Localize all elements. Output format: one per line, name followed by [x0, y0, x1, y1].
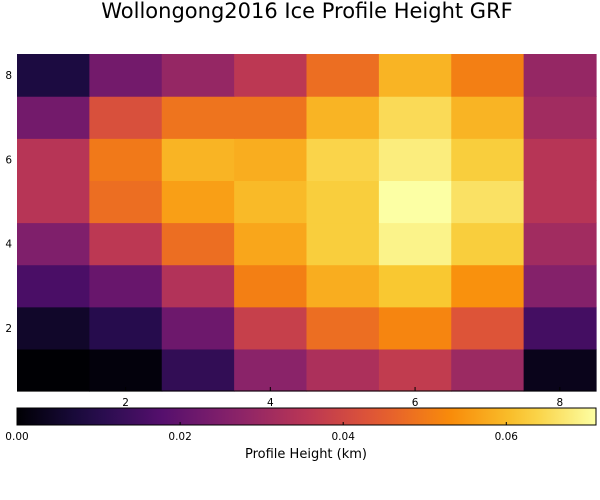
y-tick-label: 8	[5, 70, 12, 82]
colorbar-tick-label: 0.00	[5, 431, 28, 443]
heatmap-cell	[306, 54, 380, 97]
heatmap-cell	[451, 138, 525, 181]
heatmap-cell	[161, 96, 235, 139]
heatmap-cell	[161, 264, 235, 308]
heatmap-cell	[523, 138, 597, 181]
heatmap-cell	[523, 222, 597, 266]
heatmap-cell	[234, 180, 308, 224]
heatmap-cell	[523, 180, 597, 224]
heatmap-cell	[378, 96, 452, 139]
heatmap-cell	[234, 96, 308, 139]
y-axis-ticks: 2 4 6 8	[5, 70, 12, 335]
heatmap-cell	[161, 138, 235, 181]
heatmap-cell	[523, 96, 597, 139]
heatmap-cell	[306, 138, 380, 181]
heatmap-cell	[89, 54, 163, 97]
heatmap-cell	[161, 348, 235, 392]
x-tick-label: 6	[412, 397, 419, 409]
x-axis-ticks: 2 4 6 8	[122, 387, 563, 409]
heatmap-cell	[378, 54, 452, 97]
heatmap-cells	[17, 54, 597, 392]
heatmap-cell	[17, 348, 90, 392]
chart-title: Wollongong2016 Ice Profile Height GRF	[101, 0, 513, 23]
heatmap-cell	[523, 264, 597, 308]
y-tick-label: 4	[5, 239, 12, 251]
heatmap-cell	[378, 348, 452, 392]
heatmap-cell	[306, 222, 380, 266]
heatmap-cell	[451, 264, 525, 308]
heatmap-cell	[306, 96, 380, 139]
heatmap-cell	[306, 180, 380, 224]
heatmap-cell	[378, 180, 452, 224]
colorbar-tick-label: 0.06	[495, 431, 519, 443]
heatmap-cell	[161, 306, 235, 350]
heatmap-cell	[306, 348, 380, 392]
heatmap-cell	[451, 54, 525, 97]
heatmap-cell	[161, 54, 235, 97]
heatmap-cell	[523, 348, 597, 392]
heatmap-cell	[89, 180, 163, 224]
heatmap-cell	[451, 180, 525, 224]
heatmap-cell	[89, 96, 163, 139]
heatmap-cell	[89, 348, 163, 392]
heatmap-cell	[234, 264, 308, 308]
heatmap-cell	[17, 180, 90, 224]
heatmap-cell	[451, 348, 525, 392]
heatmap-cell	[17, 54, 90, 97]
heatmap-cell	[378, 264, 452, 308]
heatmap-cell	[89, 222, 163, 266]
heatmap-cell	[306, 264, 380, 308]
heatmap-cell	[234, 138, 308, 181]
heatmap-cell	[523, 54, 597, 97]
y-tick-label: 2	[5, 323, 12, 335]
heatmap-cell	[89, 306, 163, 350]
heatmap-cell	[161, 180, 235, 224]
x-tick-label: 4	[267, 397, 274, 409]
heatmap-cell	[17, 222, 90, 266]
colorbar	[16, 407, 597, 426]
heatmap-cell	[234, 222, 308, 266]
heatmap-cell	[523, 306, 597, 350]
heatmap-cell	[89, 264, 163, 308]
colorbar-label: Profile Height (km)	[245, 447, 367, 462]
heatmap-cell	[451, 96, 525, 139]
x-tick-label: 2	[122, 397, 129, 409]
heatmap-cell	[89, 138, 163, 181]
heatmap-cell	[451, 222, 525, 266]
heatmap-cell	[306, 306, 380, 350]
heatmap-cell	[17, 96, 90, 139]
colorbar-tick-label: 0.02	[168, 431, 191, 443]
colorbar-ticks: 0.00 0.02 0.04 0.06	[5, 422, 518, 443]
heatmap-cell	[451, 306, 525, 350]
heatmap-cell	[234, 54, 308, 97]
heatmap-cell	[378, 306, 452, 350]
heatmap-cell	[378, 138, 452, 181]
heatmap-cell	[234, 348, 308, 392]
heatmap-cell	[17, 138, 90, 181]
y-tick-label: 6	[5, 154, 12, 166]
heatmap-cell	[161, 222, 235, 266]
heatmap-cell	[234, 306, 308, 350]
heatmap-cell	[17, 264, 90, 308]
colorbar-tick-label: 0.04	[332, 431, 356, 443]
heatmap-cell	[17, 306, 90, 350]
x-tick-label: 8	[556, 397, 563, 409]
heatmap-cell	[378, 222, 452, 266]
